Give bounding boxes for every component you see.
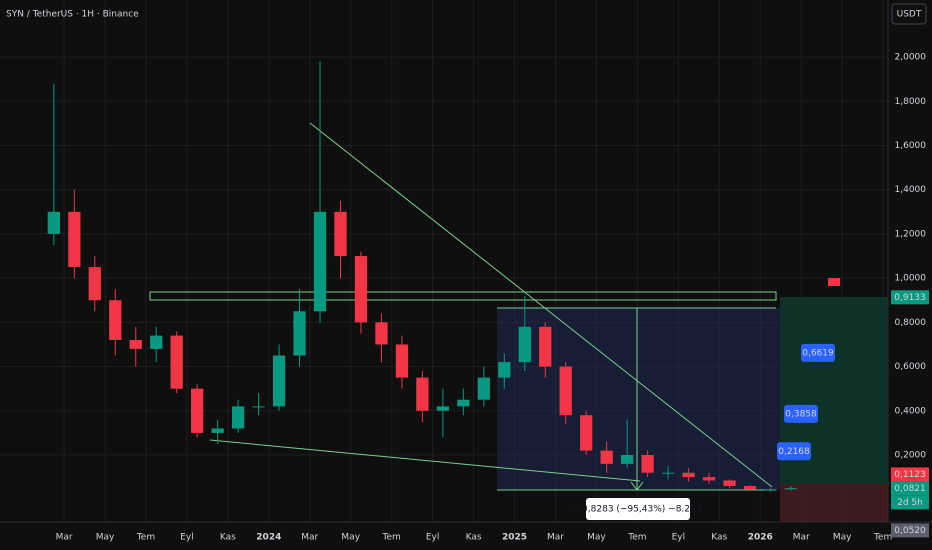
price-tag-label: 0,0520 (894, 526, 926, 536)
candle-body (641, 455, 654, 473)
x-tick-label: Eyl (426, 533, 440, 543)
candle-body (293, 311, 306, 356)
candle-body (518, 326, 531, 363)
x-tick-label: 2025 (502, 533, 527, 543)
candle-body (375, 322, 388, 345)
level-badge (777, 442, 811, 461)
price-tag (891, 290, 929, 305)
candle-body (539, 326, 552, 367)
measure-label: −0,8283 (−95,43%) −8.283 (575, 505, 702, 515)
x-tick-label: Tem (136, 533, 155, 543)
candle-body (559, 366, 572, 416)
y-tick-label: 2,0000 (895, 53, 927, 63)
x-tick-label: Mar (301, 533, 318, 543)
candle-body (682, 472, 695, 478)
candle-body (47, 211, 60, 234)
candle-body (477, 377, 490, 400)
candle-body (416, 377, 429, 411)
x-tick-label: Mar (547, 533, 564, 543)
price-tag (891, 467, 929, 482)
level-label: 0,6619 (802, 348, 834, 358)
flag-icon (828, 278, 840, 286)
candle-body (784, 488, 798, 490)
x-tick-label: 2026 (748, 533, 773, 543)
drawings (149, 122, 777, 491)
price-tag-label: 0,9133 (894, 293, 926, 303)
candle-body (395, 344, 409, 378)
currency-button[interactable] (891, 3, 927, 25)
measure-arrow (630, 481, 644, 491)
x-tick-label: Kas (711, 533, 727, 543)
candle-body (580, 415, 593, 451)
x-tick-label: Tem (382, 533, 401, 543)
candle-body (252, 406, 265, 408)
candle-body (743, 485, 757, 490)
candle-body (129, 340, 142, 349)
x-tick-label: Tem (627, 533, 646, 543)
price-tag-label: 0,1123 (894, 470, 926, 480)
y-tick-label: 0,8000 (895, 318, 927, 328)
countdown-label: 2d 5h (897, 498, 923, 508)
y-tick-label: 0,6000 (895, 362, 927, 372)
price-tag-label: 0,0821 (894, 484, 926, 494)
candle-body (313, 211, 327, 312)
x-tick-label: May (96, 533, 115, 543)
x-tick-label: Tem (873, 533, 892, 543)
y-tick-label: 0,4000 (895, 406, 927, 416)
symbol-title: SYN / TetherUS · 1H · Binance (6, 10, 139, 20)
y-tick-label: 1,8000 (895, 97, 927, 107)
candle-body (457, 399, 470, 407)
x-tick-label: May (341, 533, 360, 543)
candle-body (764, 489, 777, 491)
y-tick-label: 1,4000 (895, 185, 927, 195)
candle-body (88, 267, 101, 301)
candle-body (150, 335, 163, 349)
candle-body (621, 455, 634, 464)
candle-body (170, 335, 183, 389)
currency-label: USDT (897, 10, 922, 20)
price-tag (891, 481, 929, 496)
y-tick-label: 1,2000 (895, 229, 927, 239)
candle-body (661, 472, 675, 474)
price-tag (891, 523, 929, 538)
x-tick-label: Eyl (672, 533, 686, 543)
x-tick-label: May (587, 533, 606, 543)
x-tick-label: Mar (793, 533, 810, 543)
candle-body (68, 211, 81, 268)
x-tick-label: Mar (56, 533, 73, 543)
trend-line (309, 122, 773, 488)
x-tick-label: May (833, 533, 852, 543)
candle-body (498, 362, 511, 378)
candle-body (191, 388, 204, 433)
x-tick-label: Eyl (180, 533, 194, 543)
candle-body (272, 355, 286, 407)
candle-body (702, 477, 716, 481)
candle-body (723, 480, 736, 486)
y-tick-label: 0,2000 (895, 451, 927, 461)
candle-body (354, 256, 368, 323)
candle-body (211, 428, 224, 433)
candle-body (600, 450, 613, 464)
x-tick-label: 2024 (256, 533, 281, 543)
countdown-tag (891, 495, 929, 510)
candle-body (334, 211, 347, 257)
level-label: 0,3858 (785, 409, 817, 419)
candle-body (231, 406, 245, 429)
loss-zone (780, 484, 888, 522)
range-box (149, 291, 777, 301)
y-tick-label: 1,6000 (895, 141, 927, 151)
x-tick-label: Kas (220, 533, 236, 543)
level-badge (784, 404, 818, 423)
measure-badge (586, 498, 690, 520)
level-label: 0,2168 (778, 447, 810, 457)
x-tick-label: Kas (466, 533, 482, 543)
level-badge (801, 343, 835, 362)
candle-body (109, 300, 122, 341)
trend-line (209, 439, 641, 482)
y-tick-label: 1,0000 (895, 274, 927, 284)
candle-body (436, 406, 450, 411)
